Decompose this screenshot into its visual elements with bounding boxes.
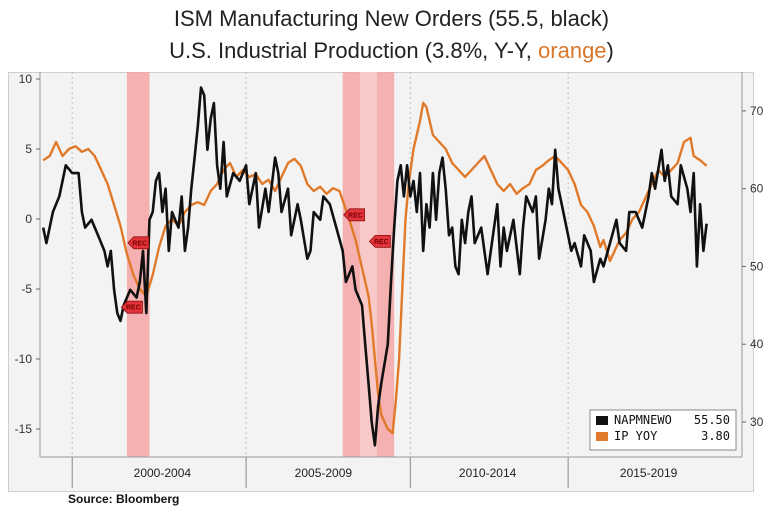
legend-series-name: IP YOY (614, 429, 658, 443)
legend-series-name: NAPMNEWO (614, 413, 672, 427)
rec-marker (343, 208, 365, 222)
ism-new-orders-line (41, 86, 708, 447)
chart-title-line2: U.S. Industrial Production (3.8%, Y-Y, o… (0, 38, 783, 64)
legend-box (589, 409, 737, 451)
recession-band (126, 72, 150, 457)
legend-series-value: 55.50 (694, 413, 730, 427)
period-label: 2010-2014 (459, 466, 517, 480)
legend-series-value: 3.80 (701, 429, 730, 443)
left-axis-tick-label: -15 (15, 422, 33, 436)
title-line2-orange: orange (538, 38, 607, 63)
rec-marker-label: REC (132, 240, 147, 247)
right-axis-tick-label: 70 (750, 104, 764, 118)
source-note: Source: Bloomberg (68, 492, 180, 506)
title-line2-prefix: U.S. Industrial Production (3.8%, Y-Y, (169, 38, 539, 63)
period-label: 2015-2019 (620, 466, 678, 480)
left-axis-tick-label: 0 (25, 212, 32, 226)
left-axis-tick-label: -5 (21, 282, 32, 296)
legend-swatch (596, 416, 608, 425)
left-axis-tick-label: 10 (19, 72, 33, 86)
period-label: 2000-2004 (134, 466, 192, 480)
right-axis-tick-label: 40 (750, 337, 764, 351)
rec-marker-label: REC (374, 239, 389, 246)
legend-swatch (596, 432, 608, 441)
recession-band-highlight (359, 72, 378, 457)
right-axis-tick-label: 30 (750, 415, 764, 429)
left-axis-tick-label: -10 (15, 352, 33, 366)
rec-marker-label: REC (126, 305, 141, 312)
rec-marker (120, 300, 143, 314)
chart-title-line1: ISM Manufacturing New Orders (55.5, blac… (173, 6, 610, 31)
title-line2-suffix: ) (606, 38, 614, 63)
rec-marker (368, 234, 391, 248)
ip-yoy-line (42, 101, 708, 435)
right-axis-tick-label: 60 (750, 182, 764, 196)
left-axis-tick-label: 5 (25, 142, 32, 156)
rec-marker (127, 236, 150, 250)
right-axis-tick-label: 50 (750, 259, 764, 273)
rec-marker-label: REC (348, 212, 363, 219)
period-label: 2005-2009 (295, 466, 353, 480)
